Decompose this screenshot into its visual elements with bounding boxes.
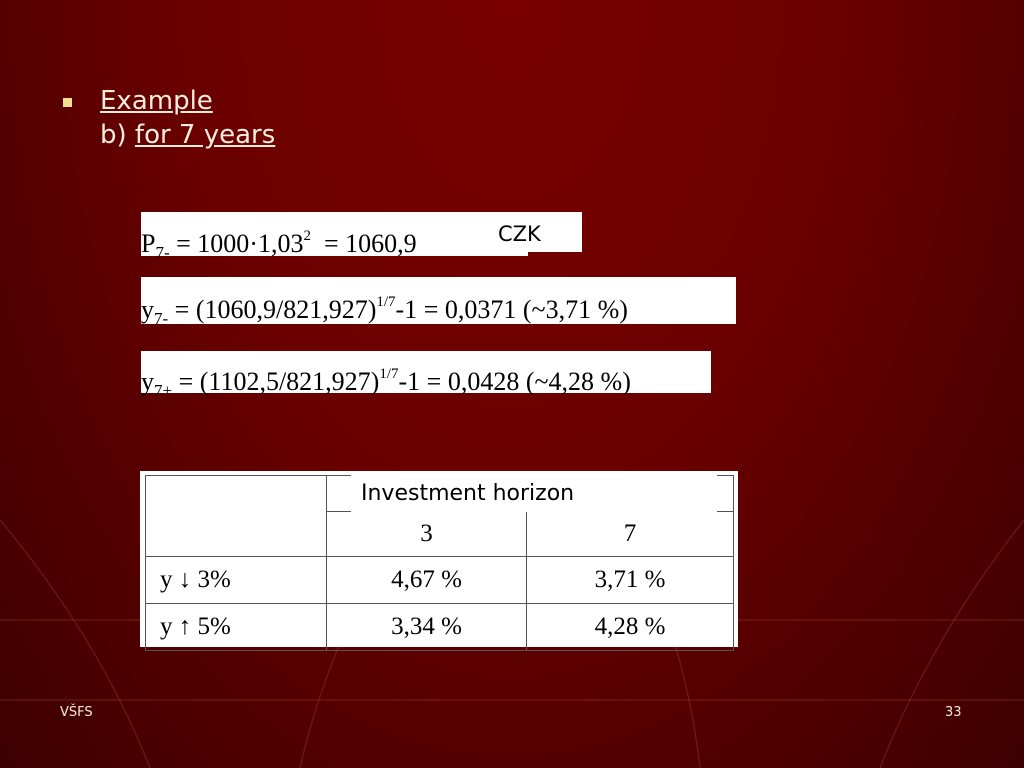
table-cell: 3,71 % [526, 556, 734, 604]
formula-part: y [141, 295, 154, 324]
formula-sub: 7- [155, 243, 170, 262]
formula: y7+ = (1102,5/821,927)1/7-1 = 0,0428 (~4… [141, 351, 711, 400]
formula-part: = 1060,9 [310, 229, 417, 258]
formula-sup: 1/7 [379, 366, 399, 382]
table-cell: 3,34 % [326, 603, 527, 651]
slide-title: Example [100, 86, 213, 116]
row-header: y ↑ 5% [145, 603, 327, 651]
table-cell: 4,28 % [526, 603, 734, 651]
formula: y7- = (1060,9/821,927)1/7-1 = 0,0371 (~3… [141, 277, 736, 328]
subtitle: b) for 7 years [100, 120, 275, 150]
formula-sub: 7- [154, 309, 169, 328]
formula-part: P [141, 229, 156, 258]
page-number: 33 [945, 705, 962, 720]
subtitle-prefix: b) [100, 120, 127, 150]
table-header: Investment horizon [351, 475, 717, 512]
formula-part: -1 = 0,0371 (~3,71 %) [395, 295, 628, 324]
unit: CZK [496, 222, 543, 246]
subtitle-text: for 7 years [134, 120, 276, 150]
formula-sup: 2 [303, 228, 311, 244]
column-header: 3 [326, 511, 527, 557]
bullet-marker [63, 98, 72, 107]
row-header: y ↓ 3% [145, 556, 327, 604]
formula-sub: 7+ [154, 381, 173, 400]
unit-box: CZK [496, 212, 582, 252]
table-cell [145, 475, 327, 557]
formula-part: = (1060,9/821,927) [168, 295, 377, 324]
formula-part: y [141, 367, 154, 396]
formula: P7- = 1000·1,032 = 1060,9 [141, 212, 528, 262]
formula-part: -1 = 0,0428 (~4,28 %) [398, 367, 631, 396]
formula-sup: 1/7 [376, 294, 396, 310]
column-header: 7 [526, 511, 734, 557]
formula-part: = (1102,5/821,927) [172, 367, 380, 396]
table-cell: 4,67 % [326, 556, 527, 604]
table-row: y ↓ 3% 4,67 % 3,71 % [145, 556, 734, 604]
formula-part: = 1000·1,03 [169, 229, 304, 258]
footer-left: VŠFS [60, 705, 93, 720]
table-row: y ↑ 5% 3,34 % 4,28 % [145, 603, 734, 651]
